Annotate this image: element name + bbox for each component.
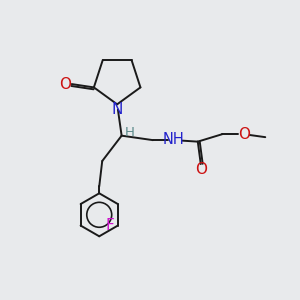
Text: O: O xyxy=(238,127,250,142)
Text: F: F xyxy=(105,218,114,233)
Text: NH: NH xyxy=(163,132,185,147)
Text: O: O xyxy=(195,162,207,177)
Text: O: O xyxy=(59,76,71,92)
Text: N: N xyxy=(112,102,123,117)
Text: H: H xyxy=(125,126,135,139)
